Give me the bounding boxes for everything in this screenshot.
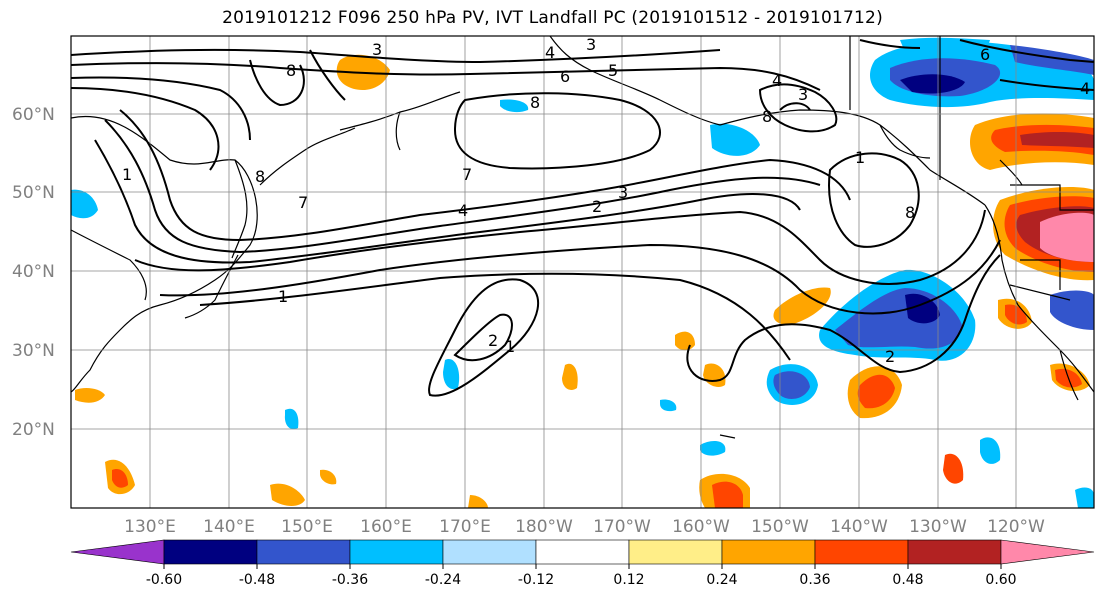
contour-label: 2: [592, 197, 602, 216]
lon-label: 170°E: [439, 517, 491, 537]
lon-label: 150°E: [281, 517, 333, 537]
map-frame: [70, 35, 1095, 509]
colorbar-cell: [535, 539, 630, 565]
contour-label: 7: [298, 193, 308, 212]
contour-label: 1: [278, 287, 288, 306]
lon-label: 130°W: [909, 517, 967, 537]
contour-label: 6: [980, 45, 990, 64]
lon-label: 120°W: [987, 517, 1045, 537]
lat-label: 60°N: [12, 105, 55, 125]
colorbar-label: -0.60: [146, 572, 182, 588]
colorbar-cell: [70, 539, 165, 565]
colorbar-label: -0.48: [239, 572, 275, 588]
contour-label: 8: [530, 93, 540, 112]
lat-label: 30°N: [12, 341, 55, 361]
lon-label: 130°E: [124, 517, 176, 537]
contour-label: 7: [462, 165, 472, 184]
longitude-labels: 130°E 140°E 150°E 160°E 170°E 180°W 170°…: [124, 517, 1045, 537]
contour-label: 2: [488, 331, 498, 350]
contour-label: 4: [458, 201, 468, 220]
contour-label: 8: [255, 167, 265, 186]
contour-label: 1: [855, 148, 865, 167]
contour-label: 8: [762, 107, 772, 126]
contour-label: 3: [586, 35, 596, 54]
colorbar-label: -0.24: [425, 572, 461, 588]
lon-label: 180°W: [515, 517, 573, 537]
lon-label: 140°E: [203, 517, 255, 537]
contour-label: 3: [618, 183, 628, 202]
coastlines: [71, 36, 1094, 439]
colorbar-label: 0.24: [706, 572, 737, 588]
colorbar-cell: [721, 539, 816, 565]
colorbar: -0.60 -0.48 -0.36 -0.24 -0.12 0.12 0.24 0.36 0.4…: [70, 539, 1095, 588]
contour-label: 2: [885, 347, 895, 366]
colorbar-label: -0.12: [518, 572, 554, 588]
ivt-shading: [71, 37, 1094, 508]
contour-label: 1: [122, 165, 132, 184]
lon-label: 160°W: [672, 517, 730, 537]
lon-label: 140°W: [830, 517, 888, 537]
colorbar-label: -0.36: [332, 572, 368, 588]
colorbar-cell: [163, 539, 258, 565]
contour-label: 5: [608, 61, 618, 80]
colorbar-cell: [1000, 539, 1095, 565]
contour-label: 1: [505, 337, 515, 356]
colorbar-cell: [442, 539, 537, 565]
pv-contours: [71, 39, 1094, 397]
contour-label: 6: [560, 67, 570, 86]
lon-label: 170°W: [593, 517, 651, 537]
contour-labels: 3 4 3 5 6 8 8 4 3 6 4 8 1 8 7 7 4 2 3 1 …: [122, 35, 1090, 366]
contour-label: 3: [798, 85, 808, 104]
colorbar-label: 0.12: [613, 572, 644, 588]
latitude-labels: 60°N 50°N 40°N 30°N 20°N: [12, 105, 55, 440]
contour-label: 8: [286, 61, 296, 80]
lon-label: 160°E: [360, 517, 412, 537]
contour-label: 4: [1080, 79, 1090, 98]
contour-label: 3: [372, 40, 382, 59]
colorbar-cell: [814, 539, 909, 565]
contour-label: 4: [772, 71, 782, 90]
lat-label: 20°N: [12, 420, 55, 440]
lat-label: 50°N: [12, 183, 55, 203]
colorbar-cell: [907, 539, 1002, 565]
colorbar-label: 0.60: [985, 572, 1016, 588]
colorbar-label: 0.48: [892, 572, 923, 588]
contour-label: 4: [545, 43, 555, 62]
colorbar-cell: [628, 539, 723, 565]
colorbar-cell: [256, 539, 351, 565]
colorbar-label: 0.36: [799, 572, 830, 588]
map-title: 2019101212 F096 250 hPa PV, IVT Landfall…: [222, 8, 883, 28]
lon-label: 150°W: [751, 517, 809, 537]
lat-label: 40°N: [12, 262, 55, 282]
contour-label: 8: [905, 203, 915, 222]
colorbar-cell: [349, 539, 444, 565]
